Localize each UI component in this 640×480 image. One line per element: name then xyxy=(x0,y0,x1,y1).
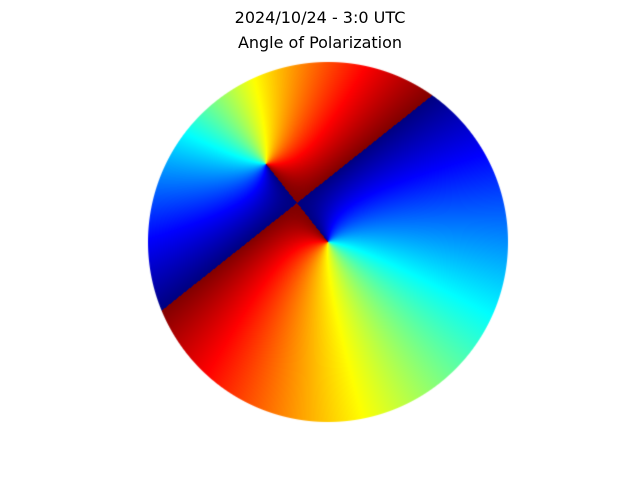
chart-subtitle: Angle of Polarization xyxy=(237,33,403,52)
polarization-angle-heatmap xyxy=(147,61,509,423)
chart-title: 2024/10/24 - 3:0 UTC xyxy=(234,8,406,27)
